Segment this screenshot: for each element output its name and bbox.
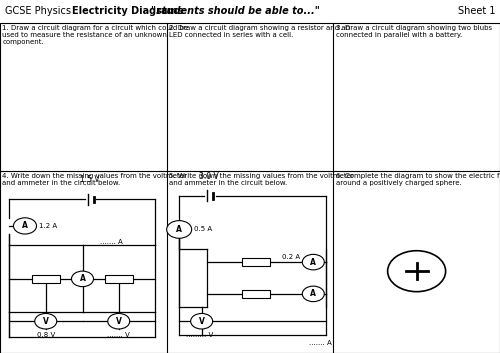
Circle shape bbox=[302, 254, 324, 270]
Text: 4. Write down the missing values from the voltmeter
and ammeter in the circuit b: 4. Write down the missing values from th… bbox=[2, 173, 187, 186]
Bar bbox=[242, 258, 270, 266]
Text: A: A bbox=[80, 274, 86, 283]
Circle shape bbox=[108, 313, 130, 329]
Circle shape bbox=[35, 313, 57, 329]
Bar bbox=[242, 289, 270, 298]
Text: 0.2 A: 0.2 A bbox=[282, 255, 300, 261]
Text: V: V bbox=[116, 317, 121, 326]
Text: Sheet 1: Sheet 1 bbox=[458, 6, 495, 17]
Bar bbox=[105, 275, 132, 283]
Text: "students should be able to...": "students should be able to..." bbox=[150, 6, 320, 17]
Text: Electricity Diagrams: Electricity Diagrams bbox=[72, 6, 184, 17]
Text: 0.5 A: 0.5 A bbox=[194, 227, 212, 232]
Text: 5. Write down the missing values from the voltmeter
and ammeter in the circuit b: 5. Write down the missing values from th… bbox=[169, 173, 354, 186]
Text: A: A bbox=[310, 289, 316, 298]
Text: 6. Complete the diagram to show the electric field
around a positively charged s: 6. Complete the diagram to show the elec… bbox=[336, 173, 500, 186]
Text: 3.0 V: 3.0 V bbox=[200, 172, 219, 181]
Text: GCSE Physics: GCSE Physics bbox=[5, 6, 71, 17]
Text: ....... A: ....... A bbox=[100, 239, 123, 245]
Circle shape bbox=[72, 271, 94, 287]
Text: 1.5 V: 1.5 V bbox=[80, 175, 100, 184]
Text: 0.8 V: 0.8 V bbox=[36, 332, 55, 338]
Text: ....... A: ....... A bbox=[310, 340, 332, 346]
Text: 2. Draw a circuit diagram showing a resistor and an
LED connected in series with: 2. Draw a circuit diagram showing a resi… bbox=[169, 25, 350, 38]
Circle shape bbox=[166, 221, 192, 238]
Text: V: V bbox=[43, 317, 49, 326]
Text: A: A bbox=[176, 225, 182, 234]
Text: A: A bbox=[310, 258, 316, 267]
Text: ......... V: ......... V bbox=[186, 332, 213, 338]
Text: 1. Draw a circuit diagram for a circuit which could be
used to measure the resis: 1. Draw a circuit diagram for a circuit … bbox=[2, 25, 188, 45]
Bar bbox=[32, 275, 60, 283]
Circle shape bbox=[14, 218, 36, 234]
Circle shape bbox=[388, 251, 446, 292]
Text: 3. Draw a circuit diagram showing two blubs
connected in parallel with a battery: 3. Draw a circuit diagram showing two bl… bbox=[336, 25, 492, 38]
Text: A: A bbox=[22, 221, 28, 231]
Circle shape bbox=[190, 313, 212, 329]
Text: V: V bbox=[198, 317, 204, 326]
Text: 1.2 A: 1.2 A bbox=[38, 223, 56, 229]
Text: ....... V: ....... V bbox=[108, 332, 130, 338]
Circle shape bbox=[302, 286, 324, 301]
